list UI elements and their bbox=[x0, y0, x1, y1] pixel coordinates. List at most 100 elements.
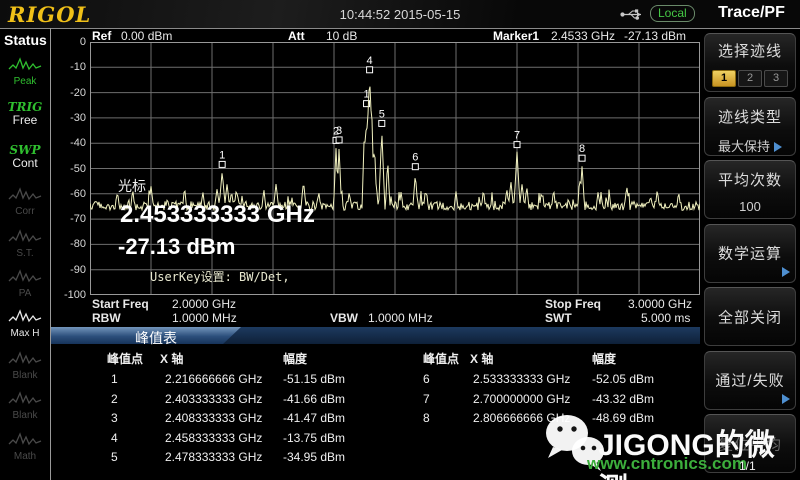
corr-icon bbox=[8, 187, 42, 201]
y-axis-tick: -20 bbox=[70, 86, 86, 99]
att-label: Att bbox=[288, 29, 305, 43]
local-badge[interactable]: Local bbox=[650, 5, 695, 22]
status-item-free: TRIG Free bbox=[7, 100, 43, 127]
peak-table-header: 幅度 bbox=[283, 352, 308, 366]
trace-key-2[interactable]: 2 bbox=[738, 70, 762, 87]
peak-table-header: X 轴 bbox=[160, 352, 184, 366]
peak-row-num: 8 bbox=[423, 411, 430, 425]
peak-row-ampl: -43.32 dBm bbox=[592, 391, 655, 406]
status-item-pa: PA bbox=[0, 268, 50, 299]
softkey-7[interactable]: 复位平均 bbox=[704, 414, 796, 473]
softkey-label: 数学运算 bbox=[717, 245, 782, 263]
softkey-label: 平均次数 bbox=[717, 172, 782, 189]
peak-row-num: 4 bbox=[111, 430, 118, 445]
peak-row-num: 2 bbox=[111, 391, 118, 406]
softkey-5[interactable]: 全部关闭 bbox=[704, 287, 796, 346]
svg-text:1: 1 bbox=[363, 89, 369, 101]
softkey-6[interactable]: 通过/失败 bbox=[704, 350, 796, 410]
y-axis-tick: -30 bbox=[70, 111, 86, 124]
softkey-4[interactable]: 数学运算 bbox=[704, 223, 796, 283]
math-icon bbox=[8, 432, 42, 446]
blank-icon bbox=[8, 351, 42, 365]
peak-marker-7 bbox=[513, 141, 521, 149]
peak-row-freq: 2.533333333 GHz bbox=[473, 372, 571, 386]
softkey-value: 100 bbox=[739, 199, 761, 214]
svg-text:8: 8 bbox=[579, 143, 585, 155]
peak-marker-4 bbox=[366, 66, 374, 74]
cursor-amplitude-readout: -27.13 dBm bbox=[118, 234, 236, 259]
submenu-arrow-icon bbox=[782, 266, 790, 277]
peak-row-num: 5 bbox=[111, 450, 118, 464]
top-bar: RIGOL 10:44:52 2015-05-15 Local Trace/PF bbox=[0, 0, 800, 29]
status-title: Status bbox=[4, 32, 47, 48]
swt-label: SWT bbox=[545, 311, 572, 325]
blank-icon bbox=[8, 391, 42, 405]
stop-freq-value: 3.0000 GHz bbox=[628, 297, 693, 311]
marker-ampl: -27.13 dBm bbox=[624, 29, 687, 43]
peak-row-freq: 2.700000000 GHz bbox=[473, 391, 571, 406]
svg-text:1: 1 bbox=[219, 149, 225, 161]
marker-freq: 2.4533 GHz bbox=[551, 29, 616, 43]
peak-row-ampl: -34.95 dBm bbox=[283, 450, 346, 464]
marker-label: Marker1 bbox=[493, 29, 540, 43]
svg-text:6: 6 bbox=[412, 152, 418, 164]
peak-table-bar: 峰值表 bbox=[51, 327, 700, 346]
peak-row-ampl: -41.66 dBm bbox=[283, 391, 346, 406]
swt-value: 5.000 ms bbox=[641, 311, 691, 325]
status-item-blank: Blank bbox=[0, 350, 50, 381]
softkey-2[interactable]: 迹线类型 最大保持 bbox=[704, 96, 796, 156]
softkey-3[interactable]: 平均次数 100 bbox=[704, 160, 796, 219]
svg-text:4: 4 bbox=[367, 55, 373, 67]
y-axis-tick: 0 bbox=[79, 36, 86, 48]
peak-row-ampl: -51.15 dBm bbox=[283, 372, 346, 386]
submenu-arrow-icon bbox=[774, 142, 782, 153]
peak-table-header: 峰值点 bbox=[107, 352, 144, 366]
sidebar-divider bbox=[50, 28, 51, 480]
peak-marker-3 bbox=[335, 136, 343, 144]
ref-label: Ref bbox=[92, 29, 112, 43]
ref-value: 0.00 dBm bbox=[121, 29, 173, 43]
peak-row-freq: 2.403333333 GHz bbox=[165, 391, 263, 406]
svg-text:7: 7 bbox=[514, 130, 520, 142]
status-item-corr: Corr bbox=[0, 186, 50, 217]
start-freq-value: 2.0000 GHz bbox=[172, 297, 237, 311]
spectrum-trace bbox=[90, 86, 700, 212]
marker1-cursor bbox=[363, 100, 371, 108]
softkey-1[interactable]: 选择迹线 1 2 3 bbox=[704, 33, 796, 92]
peak-row-ampl: -41.47 dBm bbox=[283, 411, 346, 425]
y-axis-tick: -60 bbox=[70, 187, 86, 200]
y-axis-tick: -70 bbox=[70, 213, 86, 226]
menu-page-indicator: 1/1 bbox=[739, 459, 756, 473]
softkey-label: 复位平均 bbox=[717, 436, 782, 453]
peak-table-header: 峰值点 bbox=[423, 352, 460, 366]
y-axis-tick: -100 bbox=[63, 289, 86, 301]
trace-key-3[interactable]: 3 bbox=[764, 70, 788, 87]
trace-key-1[interactable]: 1 bbox=[712, 70, 736, 87]
peak-marker-1 bbox=[218, 160, 226, 168]
y-axis-tick: -10 bbox=[70, 61, 86, 74]
peak-row-num: 3 bbox=[111, 411, 118, 425]
vbw-value: 1.0000 MHz bbox=[368, 311, 433, 325]
status-item-s-t-: S.T. bbox=[0, 228, 50, 259]
peak-row-freq: 2.806666666 GHz bbox=[473, 411, 571, 425]
y-axis-tick: -90 bbox=[70, 263, 86, 276]
y-axis-tick: -40 bbox=[70, 137, 86, 150]
peak-marker-5 bbox=[378, 119, 386, 127]
y-axis-tick: -50 bbox=[70, 162, 86, 175]
svg-text:5: 5 bbox=[379, 108, 385, 120]
peak-row-ampl: -13.75 dBm bbox=[283, 430, 346, 445]
peak-row-freq: 2.478333333 GHz bbox=[165, 450, 263, 464]
peak-table-tab bbox=[51, 327, 241, 344]
y-axis-tick: -80 bbox=[70, 238, 86, 251]
peak-icon bbox=[8, 57, 42, 71]
peak-row-freq: 2.408333333 GHz bbox=[165, 411, 263, 425]
svg-text:3: 3 bbox=[336, 125, 342, 137]
softkey-label: 通过/失败 bbox=[715, 372, 785, 390]
softkey-label: 迹线类型 bbox=[717, 108, 782, 126]
cursor-frequency-readout: 2.453333333 GHz bbox=[120, 201, 315, 228]
softkey-value: 最大保持 bbox=[705, 136, 795, 155]
stop-freq-label: Stop Freq bbox=[545, 297, 601, 311]
max-hold-icon bbox=[8, 309, 42, 323]
